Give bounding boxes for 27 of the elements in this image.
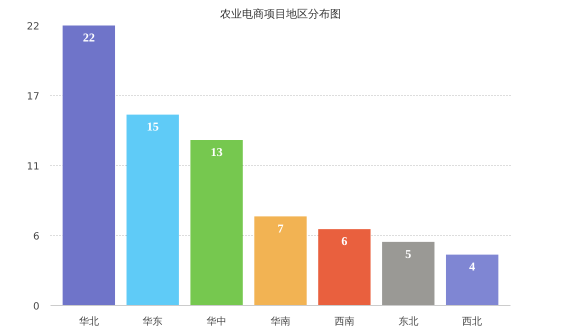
y-tick-label: 0 bbox=[33, 302, 40, 312]
bar bbox=[254, 216, 307, 306]
bar bbox=[446, 254, 498, 306]
x-tick-label: 西南 bbox=[334, 316, 354, 328]
x-tick-label: 西北 bbox=[462, 316, 482, 328]
data-label: 15 bbox=[146, 120, 159, 134]
x-tick-label: 东北 bbox=[398, 316, 418, 328]
y-tick-label: 6 bbox=[33, 232, 40, 242]
data-label: 13 bbox=[210, 145, 223, 160]
bar bbox=[62, 26, 116, 306]
bar bbox=[126, 114, 179, 306]
y-tick-label: 22 bbox=[26, 22, 40, 32]
x-tick-label: 华北 bbox=[78, 316, 99, 328]
x-tick-label: 华中 bbox=[206, 316, 227, 328]
data-label: 7 bbox=[278, 221, 284, 236]
bar bbox=[318, 229, 371, 306]
x-tick-label: 华南 bbox=[270, 316, 290, 328]
data-label: 4 bbox=[469, 260, 476, 274]
data-label: 6 bbox=[341, 234, 348, 248]
data-label: 22 bbox=[82, 30, 95, 44]
bar bbox=[190, 140, 243, 306]
data-label: 5 bbox=[405, 246, 412, 261]
bar bbox=[382, 242, 434, 306]
chart-title: 农业电商项目地区分布图 bbox=[220, 8, 341, 20]
y-tick-label: 17 bbox=[26, 92, 40, 102]
y-tick-label: 11 bbox=[26, 162, 40, 172]
x-tick-label: 华东 bbox=[142, 316, 163, 328]
